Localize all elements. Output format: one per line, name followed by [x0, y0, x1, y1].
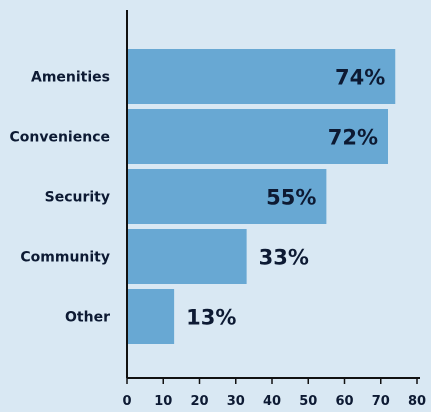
labels-layer: Amenities 74% Convenience 72% Security 55% Com…	[9, 66, 385, 330]
x-tick-label: 60	[335, 394, 353, 409]
x-tick-label: 0	[122, 394, 131, 409]
category-label: Community	[20, 250, 110, 266]
category-label: Security	[45, 190, 110, 206]
axis-layer: 0 10 20 30 40 50 60 70 80	[122, 10, 426, 409]
value-label: 13%	[186, 306, 236, 330]
x-tick-label: 70	[372, 394, 390, 409]
x-tick-label: 30	[227, 394, 245, 409]
value-label: 33%	[259, 246, 309, 270]
bar-other	[127, 289, 175, 344]
value-label: 55%	[266, 186, 316, 210]
category-label: Convenience	[9, 130, 110, 146]
bar-amenities	[127, 49, 396, 104]
category-label: Other	[65, 310, 110, 326]
bar-convenience	[127, 109, 388, 164]
bar-community	[127, 229, 247, 284]
x-tick-label: 80	[408, 394, 426, 409]
x-tick-label: 50	[299, 394, 317, 409]
value-label: 74%	[335, 66, 385, 90]
bar-security	[127, 169, 327, 224]
bars-layer	[127, 49, 396, 344]
value-label: 72%	[328, 126, 378, 150]
x-tick-label: 10	[154, 394, 172, 409]
x-tick-label: 40	[263, 394, 281, 409]
category-label: Amenities	[31, 70, 110, 86]
x-tick-label: 20	[190, 394, 208, 409]
